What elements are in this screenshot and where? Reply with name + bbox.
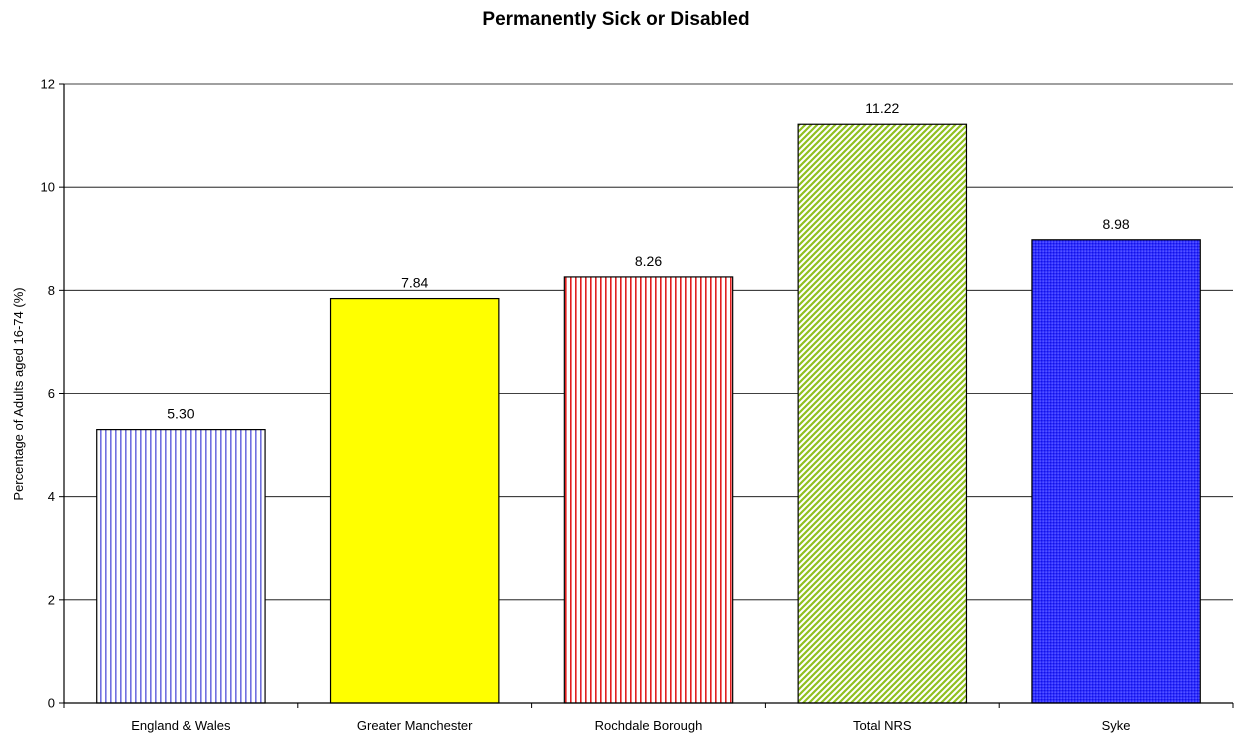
x-tick-label: Greater Manchester bbox=[357, 718, 473, 733]
y-tick-labels: 0 2 4 6 8 10 12 bbox=[41, 77, 55, 711]
y-axis-title: Percentage of Adults aged 16-74 (%) bbox=[11, 287, 26, 500]
bar bbox=[563, 276, 734, 704]
data-label: 8.98 bbox=[1102, 216, 1129, 232]
y-tick-label: 8 bbox=[48, 283, 55, 298]
data-labels: 5.30 7.84 8.26 11.22 8.98 bbox=[167, 100, 1130, 421]
bar bbox=[96, 429, 266, 704]
data-label: 11.22 bbox=[865, 100, 899, 116]
x-tick-labels: England & Wales Greater Manchester Rochdal… bbox=[131, 718, 1130, 733]
bars bbox=[96, 123, 1201, 704]
x-tick-label: Total NRS bbox=[853, 718, 912, 733]
axes bbox=[59, 83, 1234, 708]
data-label: 7.84 bbox=[401, 275, 428, 291]
x-tick-label: Rochdale Borough bbox=[595, 718, 703, 733]
x-tick-label: England & Wales bbox=[131, 718, 231, 733]
y-tick-label: 0 bbox=[48, 696, 55, 711]
chart-title: Permanently Sick or Disabled bbox=[482, 9, 749, 30]
bar bbox=[329, 297, 500, 704]
x-tick-label: Syke bbox=[1102, 718, 1131, 733]
data-label: 8.26 bbox=[635, 253, 662, 269]
y-tick-label: 2 bbox=[48, 592, 55, 607]
bar bbox=[1031, 239, 1201, 704]
bar bbox=[797, 123, 968, 704]
y-tick-label: 6 bbox=[48, 386, 55, 401]
data-label: 5.30 bbox=[167, 406, 194, 422]
y-tick-label: 4 bbox=[48, 489, 55, 504]
y-tick-label: 10 bbox=[41, 180, 55, 195]
y-tick-label: 12 bbox=[41, 77, 55, 92]
